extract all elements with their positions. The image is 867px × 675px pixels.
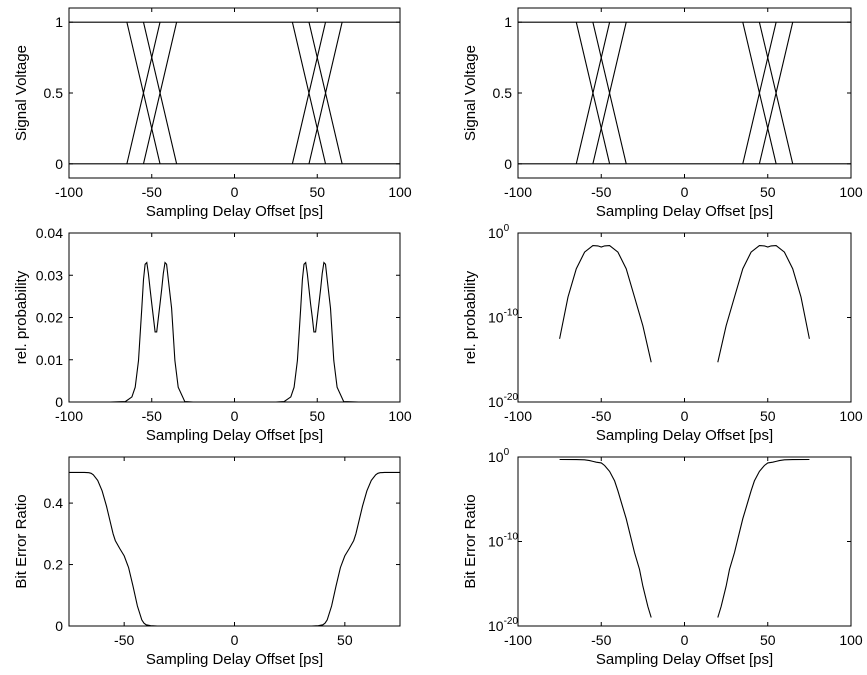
subplot-bottom-right: -100 -50 0 50 100 10-20 10-10 100 Sampling Delay… [462, 447, 863, 668]
subplot-top-left: -100 -50 0 50 100 0 0.5 1 Sampling Delay Offset … [13, 7, 412, 220]
x-tick-label: 0 [681, 184, 689, 200]
x-tick-label: -50 [142, 184, 162, 200]
x-tick-label: -50 [591, 184, 611, 200]
y-tick-label: 0 [55, 618, 63, 634]
y-axis-label: Bit Error Ratio [13, 494, 30, 588]
subplot-bottom-left: -50 0 50 0 0.2 0.4 Sampling Delay Offset [ps] B… [13, 456, 401, 668]
x-tick-label: 100 [839, 408, 863, 424]
x-axis-label: Sampling Delay Offset [ps] [596, 651, 773, 668]
series-line [275, 261, 359, 403]
x-tick-label: -100 [55, 408, 83, 424]
x-axis-label: Sampling Delay Offset [ps] [146, 203, 323, 220]
x-tick-label: 100 [839, 632, 863, 648]
y-tick-label: 10-20 [488, 616, 518, 634]
series-line [291, 22, 327, 164]
y-tick-label: 0 [55, 156, 63, 172]
x-tick-label: 0 [231, 184, 239, 200]
subplot-middle-right: -100 -50 0 50 100 10-20 10-10 100 Sampling Delay… [462, 223, 863, 444]
y-tick-label: 0.4 [44, 495, 64, 511]
axes-frame [68, 456, 401, 627]
series-line [592, 22, 627, 164]
x-tick-label: 50 [760, 184, 776, 200]
x-tick-label: 0 [231, 632, 239, 648]
axes-frame [68, 7, 401, 179]
series-line [69, 471, 191, 627]
x-tick-label: 100 [388, 408, 412, 424]
y-tick-label: 0.03 [36, 267, 63, 283]
y-tick-label: 100 [488, 447, 510, 465]
x-axis-label: Sampling Delay Offset [ps] [596, 427, 773, 444]
axes-frame [68, 232, 401, 403]
x-tick-label: 50 [760, 632, 776, 648]
axes-frame [517, 7, 852, 179]
y-tick-label: 1 [55, 14, 63, 30]
x-tick-label: -100 [504, 184, 532, 200]
axes-frame [517, 456, 852, 627]
y-axis-label: Signal Voltage [462, 45, 479, 141]
series-line [308, 22, 343, 164]
series-line [110, 261, 194, 403]
series-line [278, 471, 400, 627]
y-tick-label: 100 [488, 223, 510, 241]
y-tick-label: 0.5 [493, 85, 513, 101]
subplot-middle-left: -100 -50 0 50 100 0 0.01 0.02 0.03 0.04 Sampling D… [13, 225, 412, 444]
x-tick-label: -50 [114, 632, 134, 648]
x-tick-label: 0 [681, 632, 689, 648]
x-tick-label: -100 [55, 184, 83, 200]
subplot-top-right: -100 -50 0 50 100 0 0.5 1 Sampling Delay Offset … [462, 7, 863, 220]
y-tick-label: 0.01 [36, 352, 63, 368]
x-axis-label: Sampling Delay Offset [ps] [146, 651, 323, 668]
axes-frame [517, 232, 852, 403]
series-line [758, 22, 794, 164]
x-tick-label: -100 [504, 632, 532, 648]
y-axis-label: rel. probability [13, 270, 30, 364]
x-tick-label: 100 [839, 184, 863, 200]
x-tick-label: 0 [231, 408, 239, 424]
y-tick-label: 0.2 [44, 557, 64, 573]
y-tick-label: 0.5 [44, 85, 64, 101]
series-line [717, 245, 810, 363]
y-tick-label: 0.02 [36, 310, 63, 326]
x-axis-label: Sampling Delay Offset [ps] [146, 427, 323, 444]
x-tick-label: 100 [388, 184, 412, 200]
series-line [142, 22, 178, 164]
x-tick-label: 50 [309, 408, 325, 424]
series-line [559, 245, 652, 363]
series-line [575, 22, 611, 164]
y-tick-label: 0.04 [36, 225, 63, 241]
y-tick-label: 10-10 [488, 532, 518, 550]
x-tick-label: 50 [309, 184, 325, 200]
y-axis-label: Signal Voltage [13, 45, 30, 141]
y-tick-label: 10-10 [488, 308, 518, 326]
y-axis-label: Bit Error Ratio [462, 494, 479, 588]
x-tick-label: 50 [760, 408, 776, 424]
y-tick-label: 0 [504, 156, 512, 172]
x-axis-label: Sampling Delay Offset [ps] [596, 203, 773, 220]
x-tick-label: -100 [504, 408, 532, 424]
series-line [742, 22, 777, 164]
y-tick-label: 0 [55, 394, 63, 410]
x-tick-label: -50 [142, 408, 162, 424]
x-tick-label: -50 [591, 632, 611, 648]
y-tick-label: 1 [504, 14, 512, 30]
series-line [126, 22, 161, 164]
y-tick-label: 10-20 [488, 392, 518, 410]
series-line [559, 458, 652, 618]
y-axis-label: rel. probability [462, 270, 479, 364]
x-tick-label: -50 [591, 408, 611, 424]
x-tick-label: 50 [337, 632, 353, 648]
x-tick-label: 0 [681, 408, 689, 424]
series-line [717, 458, 810, 618]
